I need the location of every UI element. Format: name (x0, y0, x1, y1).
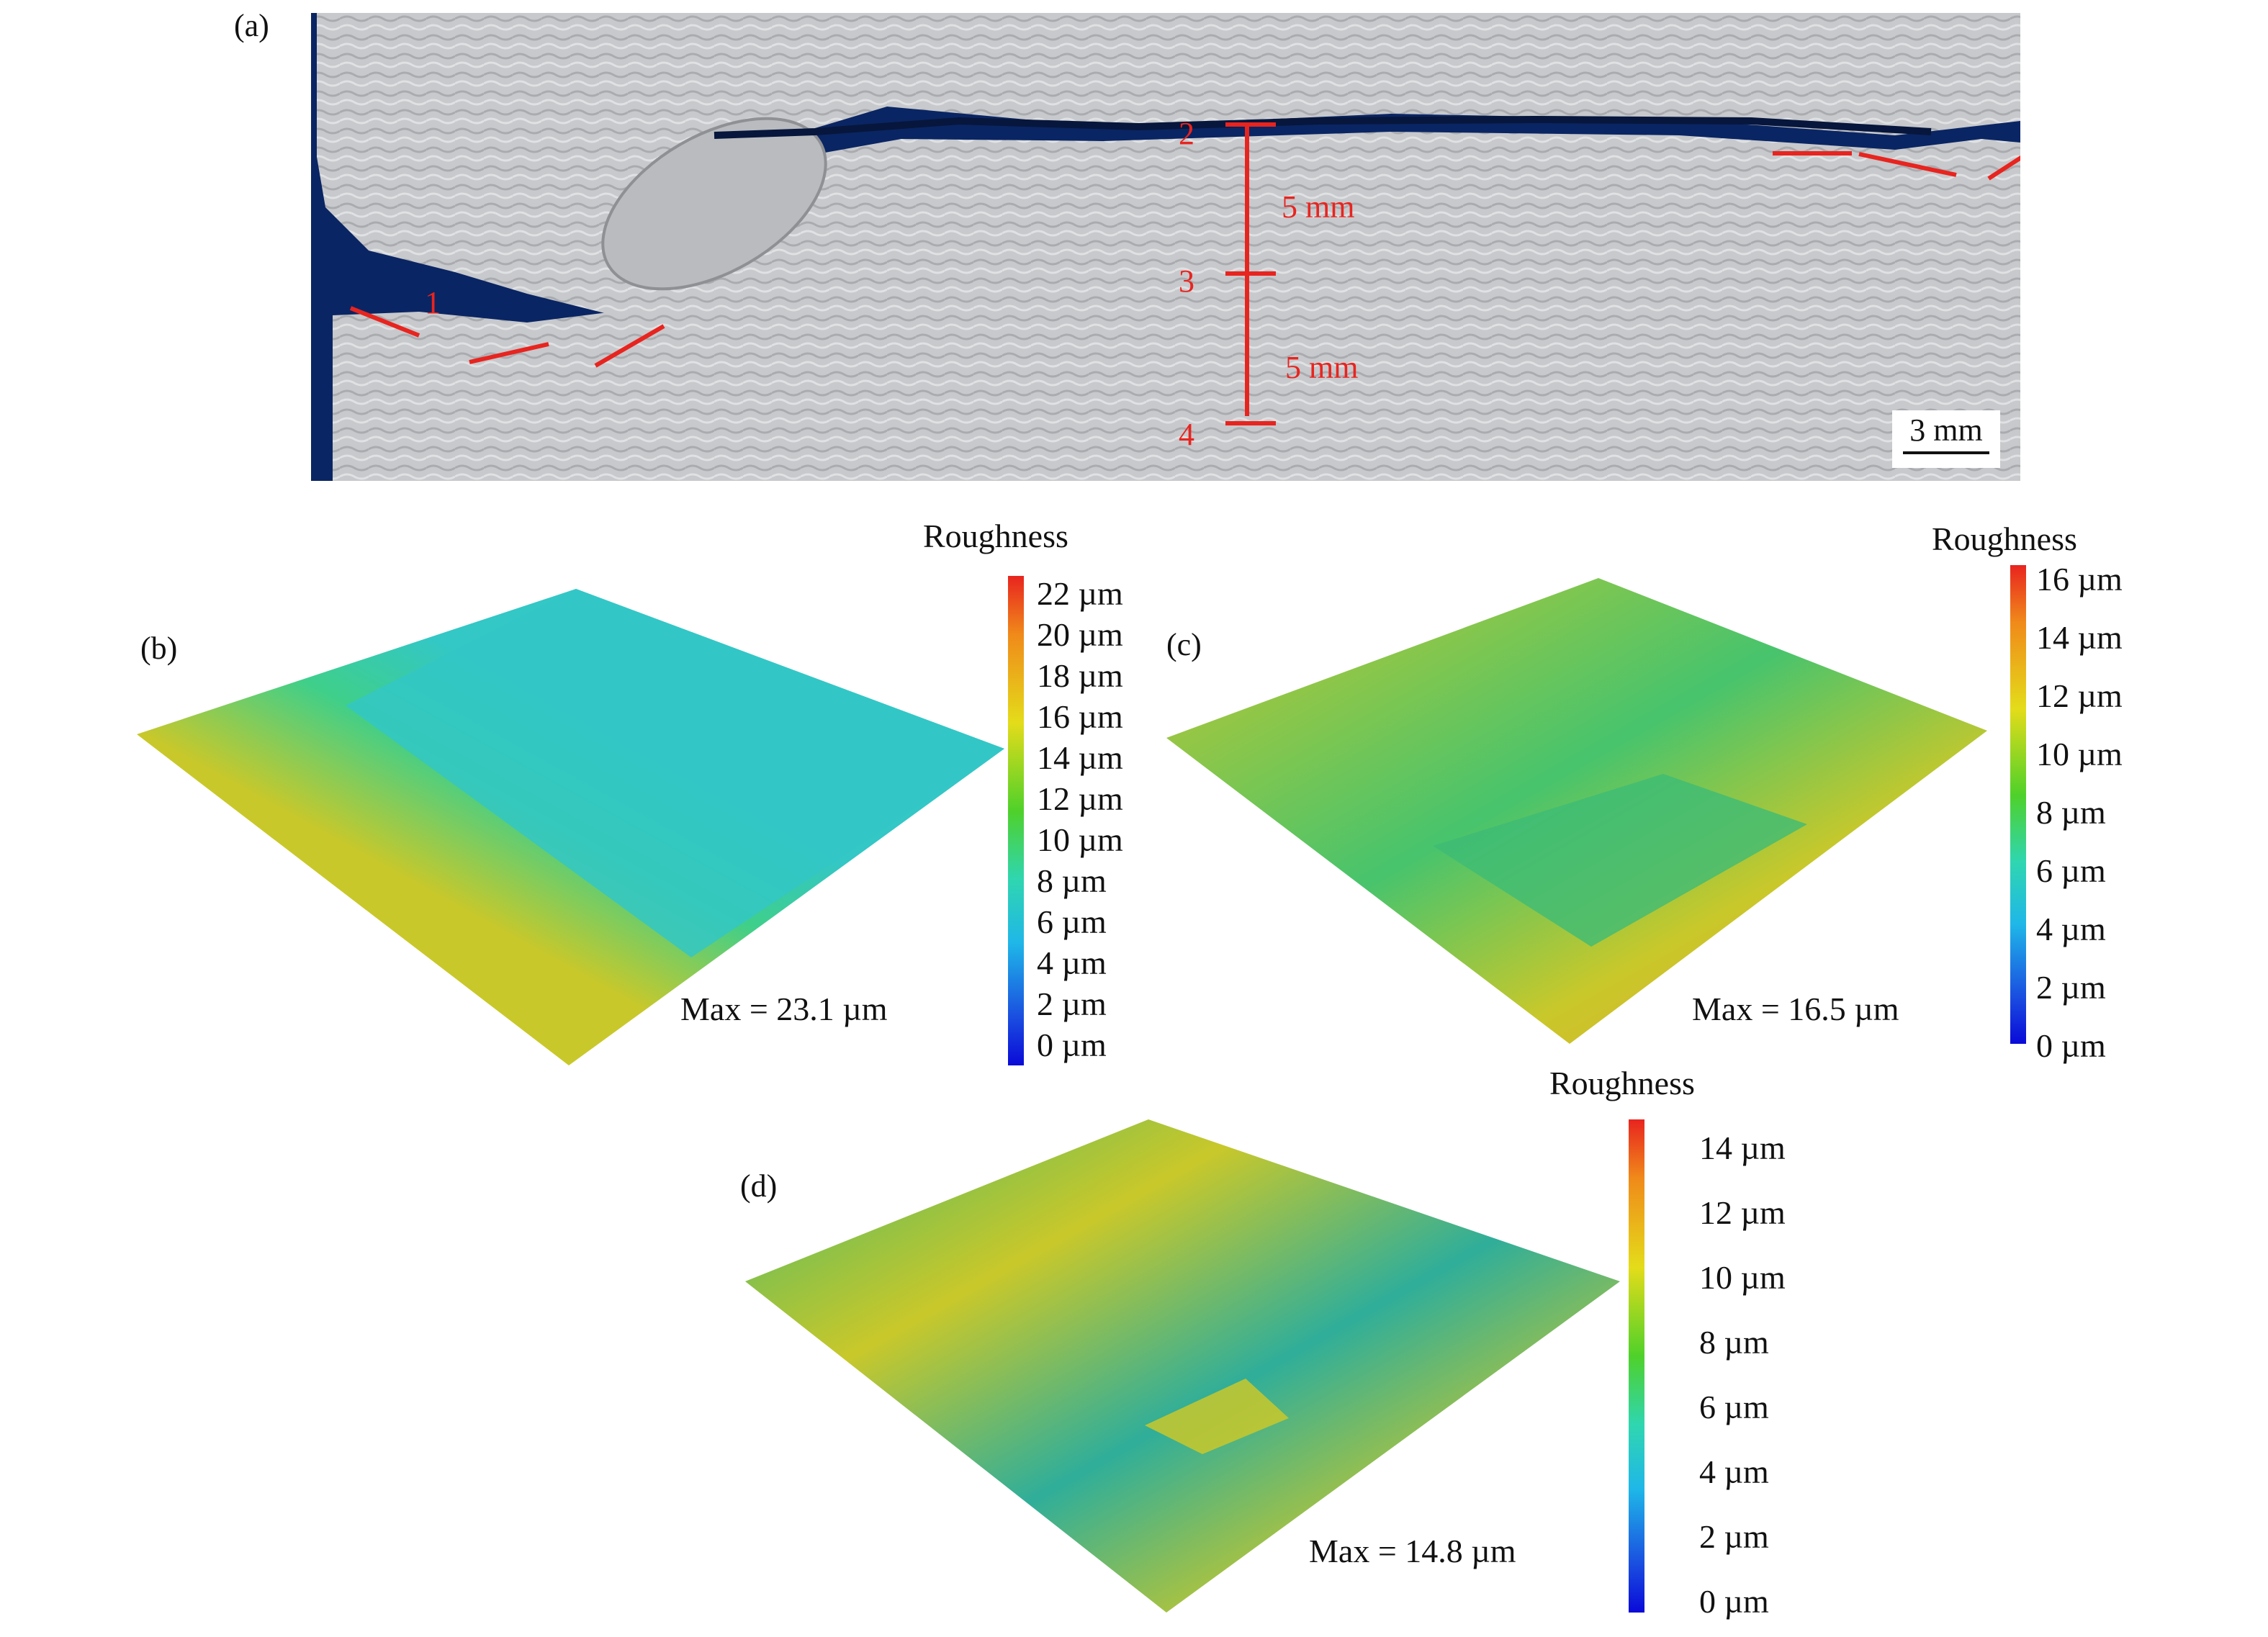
max-c: Max = 16.5 µm (1692, 991, 1899, 1027)
upper-fragment (317, 13, 2020, 315)
surface-b (137, 589, 1004, 1065)
lens-feature (601, 117, 827, 291)
tick-d-14: 14 µm (1699, 1129, 1786, 1166)
colorbar-d (1629, 1119, 1644, 1613)
tick-b-4: 4 µm (1037, 944, 1107, 981)
tick-c-8: 8 µm (2036, 794, 2106, 831)
marker-4: 4 (1179, 417, 1194, 452)
tick-b-8: 8 µm (1037, 862, 1107, 899)
dimension-lower: 5 mm (1285, 350, 1359, 385)
colorbar-d-ticks: 14 µm 12 µm 10 µm 8 µm 6 µm 4 µm 2 µm 0 … (1699, 1129, 1843, 1633)
tick-b-0: 0 µm (1037, 1027, 1107, 1063)
tick-c-6: 6 µm (2036, 852, 2106, 889)
scale-bar-line (1903, 451, 1989, 454)
colorbar-c-title: Roughness (1932, 520, 2077, 557)
colorbar-b (1008, 576, 1024, 1065)
panel-a-label: (a) (234, 8, 269, 43)
tick-d-6: 6 µm (1699, 1389, 1769, 1425)
tick-c-12: 12 µm (2036, 677, 2123, 714)
tick-c-0: 0 µm (2036, 1027, 2106, 1064)
colorbar-b-ticks: 22 µm 20 µm 18 µm 16 µm 14 µm 12 µm 10 µ… (1037, 574, 1159, 1078)
colorbar-c (2010, 565, 2026, 1044)
panel-d-label: (d) (740, 1168, 778, 1204)
tick-b-14: 14 µm (1037, 739, 1123, 776)
dimension-upper: 5 mm (1282, 189, 1355, 225)
tick-d-8: 8 µm (1699, 1324, 1769, 1361)
tick-b-18: 18 µm (1037, 657, 1123, 694)
surface-c (1166, 578, 1987, 1044)
colorbar-d-title: Roughness (1549, 1065, 1695, 1101)
tick-c-14: 14 µm (2036, 619, 2123, 656)
tick-c-10: 10 µm (2036, 736, 2123, 772)
tick-d-12: 12 µm (1699, 1194, 1786, 1231)
tick-d-10: 10 µm (1699, 1259, 1786, 1296)
marker-2: 2 (1179, 116, 1194, 151)
tick-b-22: 22 µm (1037, 575, 1123, 612)
colorbar-b-title: Roughness (923, 518, 1068, 554)
tick-b-10: 10 µm (1037, 821, 1123, 858)
marker-1: 1 (425, 285, 441, 320)
tick-b-6: 6 µm (1037, 903, 1107, 940)
tick-d-2: 2 µm (1699, 1518, 1769, 1555)
max-d: Max = 14.8 µm (1309, 1533, 1516, 1569)
max-b: Max = 23.1 µm (680, 991, 888, 1027)
surface-d (745, 1119, 1620, 1613)
marker-3: 3 (1179, 263, 1194, 299)
panel-c-label: (c) (1166, 627, 1202, 662)
tick-d-0: 0 µm (1699, 1583, 1769, 1620)
scale-bar: 3 mm (1892, 410, 2000, 468)
tick-b-2: 2 µm (1037, 986, 1107, 1022)
panel-b-label: (b) (140, 631, 178, 666)
tick-b-16: 16 µm (1037, 698, 1123, 735)
fracture-photo (311, 13, 2020, 481)
scale-bar-label: 3 mm (1909, 412, 1983, 448)
colorbar-c-ticks: 16 µm 14 µm 12 µm 10 µm 8 µm 6 µm 4 µm 2… (2036, 560, 2159, 1064)
tick-c-2: 2 µm (2036, 969, 2106, 1006)
tick-b-12: 12 µm (1037, 780, 1123, 817)
tick-b-20: 20 µm (1037, 616, 1123, 653)
tick-c-16: 16 µm (2036, 561, 2123, 597)
tick-d-4: 4 µm (1699, 1453, 1769, 1490)
tick-c-4: 4 µm (2036, 911, 2106, 947)
